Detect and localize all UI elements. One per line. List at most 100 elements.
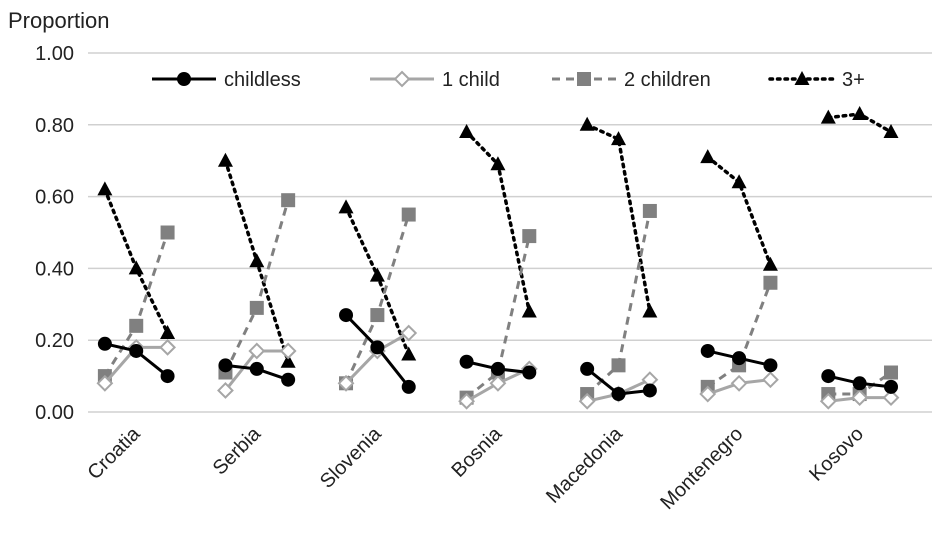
legend-1-child-point bbox=[393, 70, 411, 88]
2-children-point bbox=[249, 300, 264, 315]
x-category-label: Serbia bbox=[209, 422, 266, 479]
childless-point bbox=[642, 383, 657, 398]
legend: childless 1 child 2 children 3+ bbox=[152, 69, 865, 91]
y-axis-ticks: 0.00 0.20 0.40 0.60 0.80 1.00 bbox=[35, 43, 74, 424]
1-child-point bbox=[819, 392, 837, 410]
childless-point bbox=[160, 369, 175, 384]
3plus-point bbox=[762, 256, 778, 271]
2-children-point bbox=[522, 229, 537, 244]
3plus-point bbox=[97, 181, 113, 196]
2-children-point bbox=[611, 358, 626, 373]
3plus-point bbox=[579, 116, 595, 131]
1-child-point bbox=[96, 374, 114, 392]
2-children-point bbox=[129, 318, 144, 333]
x-category-label: Bosnia bbox=[448, 422, 507, 481]
1-child-point bbox=[578, 392, 596, 410]
2-children-point bbox=[642, 203, 657, 218]
series-group bbox=[96, 106, 900, 410]
3plus-point bbox=[280, 353, 296, 368]
y-tick-label: 0.80 bbox=[35, 115, 74, 137]
3plus-point bbox=[369, 267, 385, 282]
legend-childless-point bbox=[177, 72, 191, 86]
3plus-point bbox=[700, 149, 716, 164]
childless-point bbox=[580, 361, 595, 376]
legend-label: 1 child bbox=[442, 69, 500, 91]
childless-point bbox=[700, 343, 715, 358]
x-category-label: Kosovo bbox=[805, 423, 868, 486]
1-child-point bbox=[489, 374, 507, 392]
legend-item-childless: childless bbox=[152, 69, 301, 91]
2-children-point bbox=[884, 365, 899, 380]
y-tick-label: 0.20 bbox=[35, 330, 74, 352]
y-tick-label: 0.40 bbox=[35, 258, 74, 280]
3plus-point bbox=[160, 325, 176, 340]
legend-label: childless bbox=[224, 69, 301, 91]
y-tick-label: 0.00 bbox=[35, 402, 74, 424]
3plus-point bbox=[249, 253, 265, 268]
1-child-point bbox=[248, 342, 266, 360]
2-children-point bbox=[281, 193, 296, 208]
3plus-point bbox=[490, 156, 506, 171]
y-tick-label: 1.00 bbox=[35, 43, 74, 65]
1-child-point bbox=[730, 374, 748, 392]
childless-point bbox=[852, 376, 867, 391]
legend-item-2-children: 2 children bbox=[552, 69, 711, 91]
3plus-line-montenegro bbox=[705, 155, 773, 267]
2-children-point bbox=[370, 308, 385, 323]
2-children-line-bosnia bbox=[465, 235, 531, 399]
childless-point bbox=[339, 308, 354, 323]
3plus-point bbox=[611, 131, 627, 146]
childless-point bbox=[281, 372, 296, 387]
gridlines bbox=[88, 52, 932, 413]
childless-point bbox=[611, 387, 626, 402]
3plus-point bbox=[820, 109, 836, 124]
childless-point bbox=[763, 358, 778, 373]
1-child-point bbox=[699, 385, 717, 403]
childless-point bbox=[129, 343, 144, 358]
3plus-point bbox=[642, 303, 658, 318]
x-category-label: Croatia bbox=[83, 422, 145, 484]
1-child-point bbox=[337, 374, 355, 392]
2-children-point bbox=[763, 275, 778, 290]
1-child-point bbox=[882, 389, 900, 407]
3plus-point bbox=[883, 123, 899, 138]
1-child-point bbox=[762, 371, 779, 389]
x-axis-categories: Croatia Serbia Slovenia Bosnia Macedonia Mont… bbox=[83, 422, 868, 514]
x-category-label: Montenegro bbox=[656, 423, 747, 514]
1-child-point bbox=[458, 392, 476, 410]
x-category-label: Slovenia bbox=[316, 422, 386, 492]
childless-point bbox=[884, 379, 899, 394]
3plus-point bbox=[521, 303, 537, 318]
childless-point bbox=[490, 361, 505, 376]
3plus-point bbox=[401, 346, 417, 361]
legend-label: 2 children bbox=[624, 69, 711, 91]
y-tick-label: 0.60 bbox=[35, 187, 74, 209]
1-child-point bbox=[279, 342, 297, 360]
3plus-point bbox=[128, 260, 144, 275]
y-axis-label: Proportion bbox=[8, 8, 110, 33]
1-child-point bbox=[400, 324, 418, 342]
childless-point bbox=[459, 354, 474, 369]
legend-3plus-point bbox=[794, 71, 810, 85]
childless-point bbox=[522, 365, 537, 380]
legend-item-3plus: 3+ bbox=[768, 69, 865, 91]
2-children-point bbox=[401, 207, 416, 222]
1-child-point bbox=[217, 382, 234, 399]
childless-point bbox=[97, 336, 112, 351]
childless-point bbox=[218, 358, 233, 373]
childless-point bbox=[370, 340, 385, 355]
legend-item-1-child: 1 child bbox=[370, 69, 500, 91]
3plus-point bbox=[459, 123, 475, 138]
childless-point bbox=[732, 351, 747, 366]
3plus-line-macedonia bbox=[585, 123, 652, 314]
3plus-point bbox=[338, 199, 354, 214]
childless-point bbox=[401, 379, 416, 394]
1-child-point bbox=[159, 338, 176, 356]
3plus-point bbox=[217, 152, 233, 167]
1-child-point bbox=[851, 389, 869, 407]
3plus-point bbox=[731, 174, 747, 189]
x-category-label: Macedonia bbox=[542, 422, 627, 507]
childless-point bbox=[821, 369, 836, 384]
series-childless bbox=[97, 308, 899, 402]
